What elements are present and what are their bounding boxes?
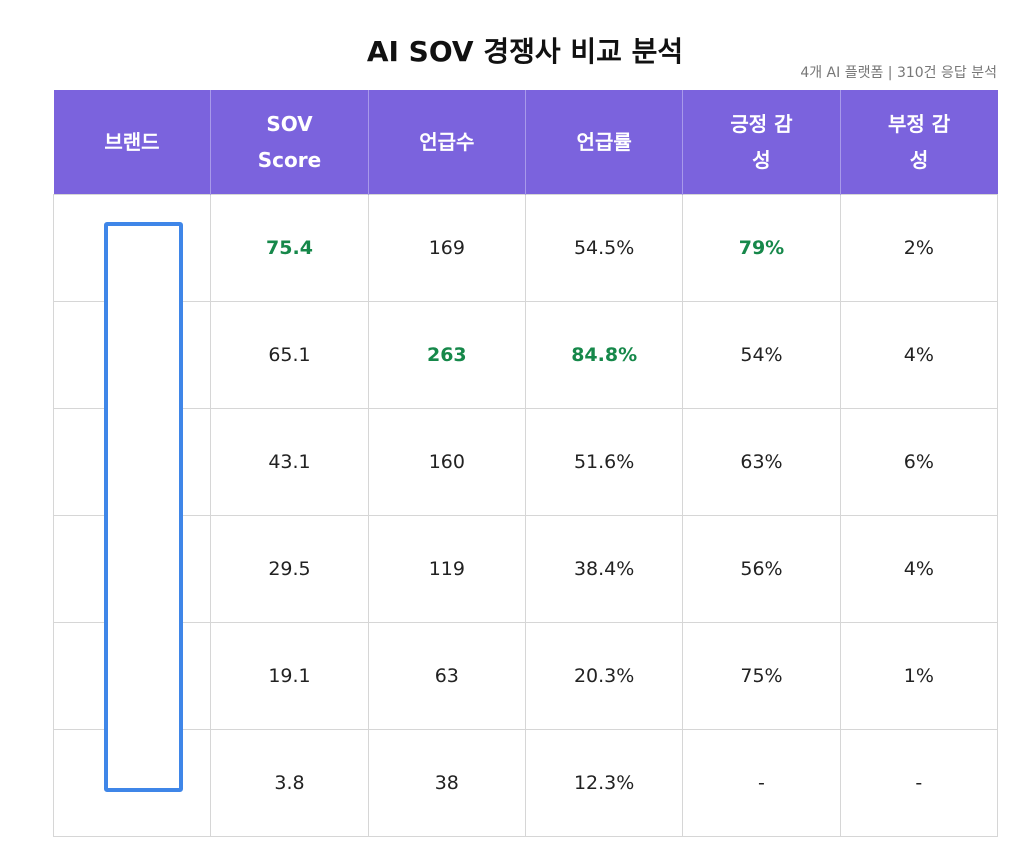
table-cell: 12.3% bbox=[524, 729, 684, 837]
table-cell: 65.1 bbox=[210, 301, 369, 409]
table-cell: 4% bbox=[839, 515, 999, 623]
table-cell: 63% bbox=[682, 408, 841, 516]
header-row: 브랜드 SOV Score 언급수 언급률 긍정 감성 부정 감성 bbox=[53, 90, 998, 195]
table-cell: 43.1 bbox=[210, 408, 369, 516]
column-header: 부정 감성 bbox=[887, 112, 951, 172]
table-cell: 119 bbox=[367, 515, 526, 623]
table-cell: 6% bbox=[839, 408, 999, 516]
subtitle: 4개 AI 플랫폼 | 310건 응답 분석 bbox=[800, 65, 997, 81]
table-cell: 54.5% bbox=[524, 194, 684, 302]
table-cell: 3.8 bbox=[210, 729, 369, 837]
table-cell: 63 bbox=[367, 622, 526, 730]
column-header: 언급수 bbox=[368, 90, 526, 195]
table-cell: 75.4 bbox=[210, 194, 369, 302]
column-header: 긍정 감성 bbox=[682, 90, 841, 195]
table-cell: 38 bbox=[367, 729, 526, 837]
table-row: 65.1 263 84.8% 54% 4% bbox=[52, 301, 999, 409]
table-cell: 84.8% bbox=[524, 301, 684, 409]
table-cell: - bbox=[839, 729, 999, 837]
column-header: 브랜드 bbox=[53, 90, 212, 195]
table-cell: 1% bbox=[839, 622, 999, 730]
table-body: ㅁ75.416954.5%79%2%65.126384.8%54%4%닥43.1… bbox=[52, 194, 999, 837]
redaction-box bbox=[104, 222, 183, 792]
table-cell: 160 bbox=[367, 408, 526, 516]
table-cell: 75% bbox=[682, 622, 841, 730]
table-cell: 38.4% bbox=[524, 515, 684, 623]
table-cell: 2% bbox=[839, 194, 999, 302]
table-cell: 29.5 bbox=[210, 515, 369, 623]
table-cell: 4% bbox=[839, 301, 999, 409]
table-cell: - bbox=[682, 729, 841, 837]
table-cell: 79% bbox=[682, 194, 841, 302]
table-row: 3.8 38 12.3% - - bbox=[52, 729, 999, 837]
column-header: 언급률 bbox=[525, 90, 684, 195]
title: AI SOV 경쟁사 비교 분석 bbox=[366, 35, 684, 68]
column-header: SOV Score bbox=[210, 90, 369, 195]
table-cell: 54% bbox=[682, 301, 841, 409]
table-cell: 169 bbox=[367, 194, 526, 302]
table-row: 29.5 119 38.4% 56% 4% bbox=[52, 515, 999, 623]
table-cell: 51.6% bbox=[524, 408, 684, 516]
table-cell: 19.1 bbox=[210, 622, 369, 730]
table-cell: 263 bbox=[367, 301, 526, 409]
table-cell: 20.3% bbox=[524, 622, 684, 730]
table-cell: 56% bbox=[682, 515, 841, 623]
